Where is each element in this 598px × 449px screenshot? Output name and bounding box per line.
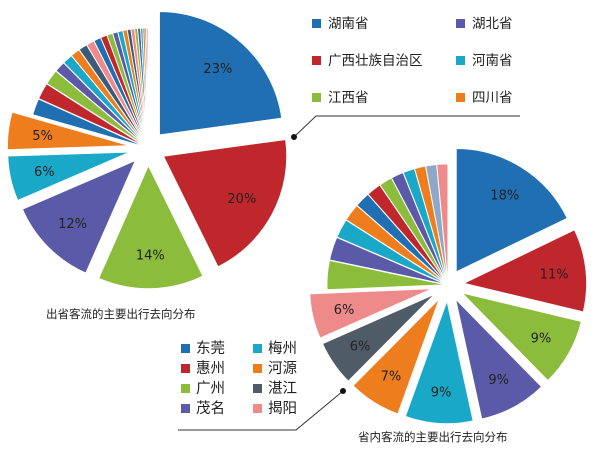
chart2-legend-swatch-3 [253,364,262,373]
pie2-leader-dot [340,388,346,394]
chart1-legend-label-4: 江西省 [328,90,369,106]
chart1-legend-swatch-0 [312,19,321,28]
chart1-slice-label-1: 20% [227,192,256,207]
chart1-slice-label-3: 12% [58,217,87,232]
chart2-legend-swatch-1 [253,344,262,353]
chart1-slice-7 [38,83,145,147]
chart2-legend-label-5: 湛江 [268,380,297,397]
chart2-slice-label-0: 18% [490,189,519,204]
chart1-legend-swatch-1 [456,19,465,28]
chart2-slice-label-7: 6% [334,303,355,318]
chart2-legend-swatch-4 [181,384,190,393]
pie-chart-inbound: 18% 11% 9% 9% 9% 7% 6% 6% [308,147,588,425]
chart2-slice-label-3: 9% [488,373,509,388]
chart1-legend-label-3: 河南省 [472,53,513,69]
chart1-slice-0 [158,10,283,137]
chart2-legend-swatch-7 [253,404,262,413]
chart1-slice-label-0: 23% [203,62,232,77]
chart2-legend-swatch-5 [253,384,262,393]
chart1-legend-label-5: 四川省 [472,90,513,106]
chart2-slice-4 [404,297,475,425]
chart2-slice-11 [345,205,446,284]
chart1-slice-label-2: 14% [136,248,165,263]
chart1-slice-label-4: 6% [34,165,55,180]
chart1-slice-6 [32,98,145,148]
chart2-legend-label-6: 茂名 [196,400,225,417]
chart1-slice-1 [161,138,288,269]
chart1-legend-swatch-4 [312,93,321,102]
pie2-caption: 省内客流的主要出行去向分布 [358,430,508,444]
chart2-slice-6 [321,292,437,383]
pie1-caption: 出省客流的主要出行去向分布 [46,307,196,321]
chart2-legend-swatch-0 [181,344,190,353]
chart1-slice-8 [46,70,146,146]
chart2-legend-label-3: 河源 [268,360,297,377]
chart2-slice-19 [436,163,449,283]
chart2-legend-label-1: 梅州 [268,340,297,357]
chart2-legend-label-2: 惠州 [196,360,225,377]
chart2-slice-3 [453,295,543,421]
chart1-legend-label-2: 广西壮族自治区 [328,53,423,69]
chart2-slice-5 [351,297,441,416]
chart2-legend-label-4: 广州 [196,380,225,397]
chart2-slice-7 [308,287,434,340]
chart2-slice-label-6: 6% [350,340,371,355]
chart2-slice-10 [336,219,446,284]
chart2-slice-2 [458,291,583,383]
chart1-legend-label-0: 湖南省 [328,16,369,32]
chart1-slice-label-5: 5% [32,129,53,144]
chart1-legend-swatch-3 [456,56,465,65]
chart1-slice-4 [6,150,132,202]
chart1-legend-label-1: 湖北省 [472,16,513,32]
chart1-slice-2 [97,163,205,290]
chart2-slice-label-5: 7% [381,369,402,384]
chart1-slice-3 [21,158,138,275]
chart2-slice-label-1: 11% [540,268,569,283]
chart2-slice-1 [460,228,588,314]
chart2-legend-label-0: 东莞 [196,340,225,357]
chart1-legend-swatch-5 [456,93,465,102]
chart2-legend-swatch-2 [181,364,190,373]
chart2-slice-label-4: 9% [431,386,452,401]
chart1-slice-27 [146,27,149,145]
chart2-slice-8 [326,260,446,291]
chart2-slice-0 [455,147,569,274]
pie1-leader-line [293,115,520,138]
chart2-slice-9 [329,236,446,285]
pie-chart-outbound: 23% 20% 14% 12% 6% 5% [6,10,288,290]
chart2-legend-label-7: 揭阳 [268,400,297,417]
chart2-legend-swatch-6 [181,404,190,413]
chart1-legend-swatch-2 [312,56,321,65]
chart1-slice-5 [6,110,132,151]
pie2-leader-line [178,390,344,431]
chart2-slice-label-2: 9% [531,332,552,347]
pie1-leader-dot [291,134,297,140]
